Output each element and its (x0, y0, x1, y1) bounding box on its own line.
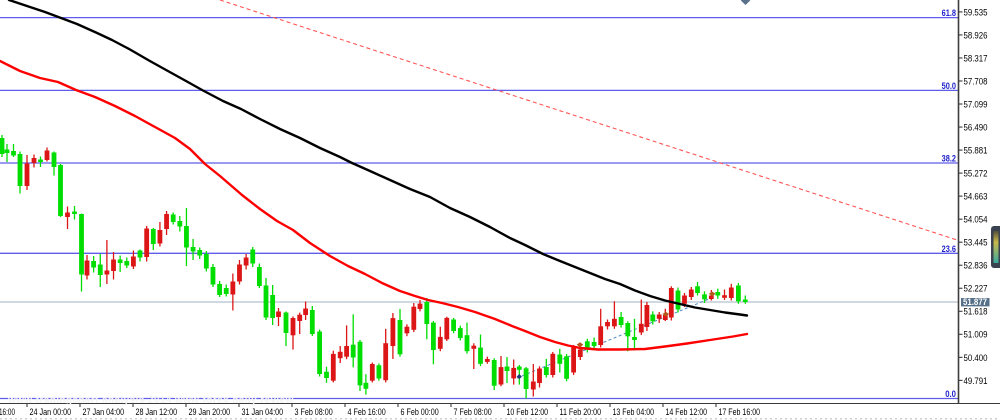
svg-text:51.877: 51.877 (963, 297, 987, 307)
svg-text:29 Jan 20:00: 29 Jan 20:00 (189, 407, 231, 418)
svg-text:28 Jan 12:00: 28 Jan 12:00 (136, 407, 178, 418)
svg-text:13 Feb 04:00: 13 Feb 04:00 (613, 407, 655, 418)
svg-text:51.618: 51.618 (964, 307, 988, 318)
svg-text:4 Feb 16:00: 4 Feb 16:00 (348, 407, 386, 418)
svg-text:7 Feb 08:00: 7 Feb 08:00 (454, 407, 492, 418)
svg-text:51.009: 51.009 (964, 330, 988, 341)
svg-text:50.0: 50.0 (942, 81, 956, 92)
svg-text:50.400: 50.400 (964, 353, 988, 364)
svg-text:27 Jan 04:00: 27 Jan 04:00 (83, 407, 125, 418)
svg-text:56.490: 56.490 (964, 122, 988, 133)
svg-text:24 Jan 00:00: 24 Jan 00:00 (30, 407, 72, 418)
svg-text:0.0: 0.0 (945, 389, 956, 400)
svg-text:58.926: 58.926 (964, 30, 988, 41)
svg-text:61.8: 61.8 (942, 8, 956, 19)
svg-text:38.2: 38.2 (942, 154, 956, 165)
svg-text:6 Feb 00:00: 6 Feb 00:00 (401, 407, 439, 418)
svg-text:57.099: 57.099 (964, 99, 988, 110)
svg-text:54.663: 54.663 (964, 192, 988, 203)
svg-text:3 Feb 08:00: 3 Feb 08:00 (295, 407, 333, 418)
svg-text:55.881: 55.881 (964, 145, 988, 156)
svg-text:10 Feb 12:00: 10 Feb 12:00 (507, 407, 549, 418)
svg-text:www tradingchart analysis 2014: www tradingchart analysis 2014 www forex… (7, 395, 294, 406)
svg-text:54.054: 54.054 (964, 215, 988, 226)
svg-text:11 Feb 20:00: 11 Feb 20:00 (560, 407, 602, 418)
svg-text:58.317: 58.317 (964, 53, 988, 64)
svg-text:53.445: 53.445 (964, 238, 988, 249)
svg-text:49.791: 49.791 (964, 376, 988, 387)
svg-text:57.708: 57.708 (964, 76, 988, 87)
svg-text:59.535: 59.535 (964, 7, 988, 18)
svg-text:23.6: 23.6 (942, 244, 956, 255)
svg-text:31 Jan 04:00: 31 Jan 04:00 (242, 407, 284, 418)
svg-text:55.272: 55.272 (964, 169, 988, 180)
svg-text:52.836: 52.836 (964, 261, 988, 272)
svg-text:16:00: 16:00 (0, 407, 15, 418)
svg-text:17 Feb 16:00: 17 Feb 16:00 (719, 407, 761, 418)
svg-text:52.227: 52.227 (964, 284, 988, 295)
svg-text:14 Feb 12:00: 14 Feb 12:00 (666, 407, 708, 418)
